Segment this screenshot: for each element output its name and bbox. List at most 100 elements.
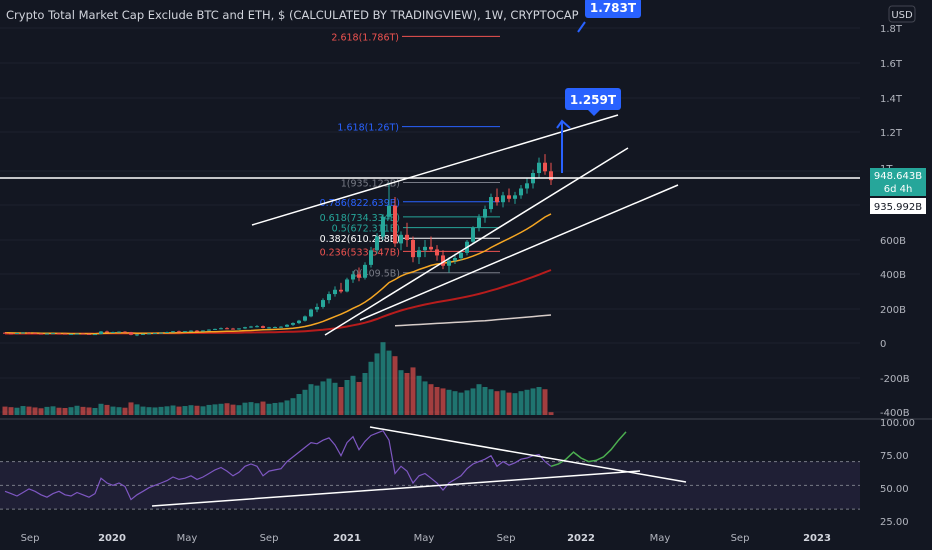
candle-42 bbox=[255, 326, 259, 328]
volume-bar-68 bbox=[410, 367, 416, 415]
fib-label-1: 1.618(1.26T) bbox=[337, 123, 399, 134]
volume-bar-80 bbox=[482, 387, 488, 415]
volume-bar-58 bbox=[350, 375, 356, 415]
volume-bar-28 bbox=[170, 405, 176, 415]
fib-levels: 2.618(1.786T) 1.618(1.26T) 1(935.122B) 0.78… bbox=[320, 32, 500, 280]
grid bbox=[0, 27, 932, 420]
volume-bar-29 bbox=[176, 406, 182, 415]
last-price-box bbox=[870, 168, 926, 196]
price-tick-10: -400B bbox=[880, 408, 910, 419]
time-tick-2: May bbox=[177, 533, 198, 544]
volume-bar-45 bbox=[272, 402, 278, 415]
volume-bar-12 bbox=[74, 405, 80, 415]
volume-bar-13 bbox=[80, 406, 86, 415]
volume-bar-70 bbox=[422, 381, 428, 415]
candle-12 bbox=[75, 333, 79, 335]
trendline-0 bbox=[251, 114, 619, 226]
candle-30 bbox=[183, 331, 187, 333]
candle-63 bbox=[381, 216, 385, 237]
rsi-trendline-upper bbox=[369, 426, 687, 483]
fib-label-8: 0(409.5B) bbox=[353, 269, 400, 280]
volume-bar-44 bbox=[266, 403, 272, 415]
volume-bars bbox=[2, 342, 554, 415]
candle-79 bbox=[477, 217, 481, 228]
volume-bar-71 bbox=[428, 384, 434, 415]
moving-averages bbox=[4, 213, 552, 335]
candle-89 bbox=[537, 162, 541, 174]
volume-bar-22 bbox=[134, 404, 140, 415]
volume-bar-23 bbox=[140, 406, 146, 415]
candle-26 bbox=[159, 332, 163, 334]
volume-bar-59 bbox=[356, 381, 362, 415]
candle-72 bbox=[435, 249, 439, 256]
volume-bar-54 bbox=[326, 378, 332, 415]
time-tick-3: Sep bbox=[260, 533, 279, 544]
candle-49 bbox=[297, 320, 301, 324]
trendlines[interactable] bbox=[0, 21, 860, 336]
time-tick-6: Sep bbox=[497, 533, 516, 544]
volume-bar-16 bbox=[98, 403, 104, 415]
volume-bar-63 bbox=[380, 342, 386, 415]
volume-bar-77 bbox=[464, 390, 470, 415]
volume-bar-25 bbox=[152, 407, 158, 415]
rsi-tick-0: 100.00 bbox=[880, 418, 915, 429]
volume-bar-11 bbox=[68, 407, 74, 415]
candle-15 bbox=[93, 334, 97, 336]
candle-7 bbox=[45, 333, 49, 335]
volume-bar-84 bbox=[506, 392, 512, 415]
ma-slow-line bbox=[394, 314, 552, 327]
currency-button[interactable]: USD bbox=[888, 5, 916, 23]
volume-bar-82 bbox=[494, 391, 500, 415]
callout-label-0: 1.783T bbox=[590, 1, 637, 15]
rsi-tick-2: 50.00 bbox=[880, 484, 909, 495]
time-tick-10: 2023 bbox=[803, 533, 831, 544]
volume-bar-79 bbox=[476, 384, 482, 415]
time-tick-0: Sep bbox=[21, 533, 40, 544]
rsi-tick-3: 25.00 bbox=[880, 517, 909, 528]
candle-47 bbox=[285, 324, 289, 327]
volume-bar-49 bbox=[296, 394, 302, 415]
price-tick-1: 1.6T bbox=[880, 59, 903, 70]
candle-58 bbox=[351, 274, 355, 280]
candle-56 bbox=[339, 289, 343, 292]
candle-91 bbox=[549, 171, 553, 181]
candle-66 bbox=[399, 234, 403, 244]
candle-11 bbox=[69, 333, 73, 335]
volume-bar-32 bbox=[194, 405, 200, 415]
candle-84 bbox=[507, 195, 511, 199]
candle-38 bbox=[231, 328, 235, 330]
time-tick-8: May bbox=[650, 533, 671, 544]
volume-bar-14 bbox=[86, 407, 92, 415]
time-tick-1: 2020 bbox=[98, 533, 126, 544]
trendline-2 bbox=[359, 184, 679, 321]
candle-31 bbox=[189, 330, 193, 332]
volume-bar-76 bbox=[458, 392, 464, 415]
candle-25 bbox=[153, 333, 157, 335]
volume-bar-39 bbox=[236, 405, 242, 415]
rsi-trendline-lower bbox=[151, 470, 641, 507]
candle-67 bbox=[405, 234, 409, 240]
volume-bar-1 bbox=[8, 407, 14, 415]
volume-bar-35 bbox=[212, 404, 218, 415]
candle-78 bbox=[471, 227, 475, 242]
callout-pointer-top bbox=[577, 21, 586, 33]
candle-1 bbox=[9, 333, 13, 335]
volume-bar-50 bbox=[302, 389, 308, 415]
volume-bar-91 bbox=[548, 412, 554, 415]
candle-85 bbox=[513, 195, 517, 199]
price-tick-3: 1.2T bbox=[880, 128, 903, 139]
callout-box-0 bbox=[585, 0, 641, 18]
volume-bar-17 bbox=[104, 404, 110, 415]
volume-bar-30 bbox=[182, 406, 188, 415]
ma-fast-line bbox=[4, 213, 552, 335]
price-tick-8: 0 bbox=[880, 339, 886, 350]
volume-bar-0 bbox=[2, 406, 8, 415]
candle-43 bbox=[261, 326, 265, 328]
volume-bar-52 bbox=[314, 385, 320, 415]
volume-bar-75 bbox=[452, 391, 458, 415]
fib-label-3: 0.786(822.639B) bbox=[320, 198, 400, 209]
time-tick-7: 2022 bbox=[567, 533, 595, 544]
candle-32 bbox=[195, 330, 199, 332]
volume-bar-42 bbox=[254, 403, 260, 415]
